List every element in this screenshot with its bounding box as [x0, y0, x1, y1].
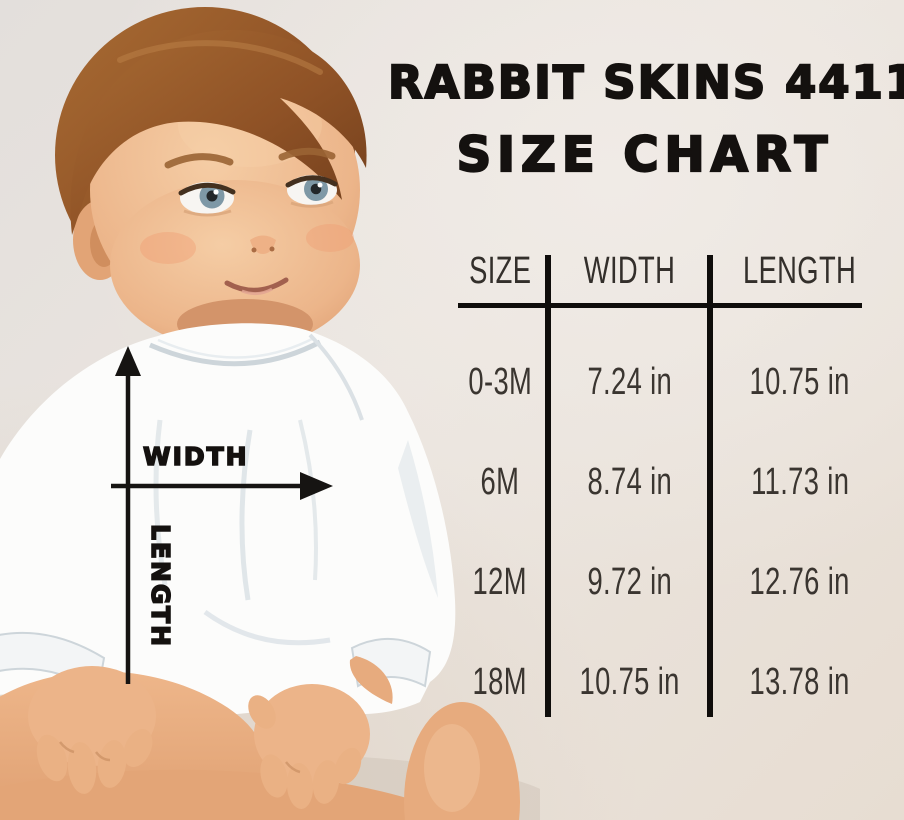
column-header-size: SIZE [468, 249, 532, 292]
table-row: 6M 8.74 in 11.73 in [450, 432, 890, 532]
title-line-2: SIZE CHART [455, 127, 834, 183]
width-cell: 9.72 in [587, 560, 673, 603]
table-divider-vertical-2 [707, 255, 713, 717]
length-cell: 11.73 in [750, 460, 850, 503]
up-arrowhead-icon [115, 346, 141, 376]
right-arrowhead-icon [300, 472, 333, 500]
width-cell: 8.74 in [587, 460, 673, 503]
length-cell: 12.76 in [749, 560, 851, 603]
length-cell: 10.75 in [749, 360, 851, 403]
width-arrow-label: WIDTH [142, 442, 249, 471]
width-cell: 10.75 in [579, 660, 681, 703]
ground-shadow [0, 754, 540, 820]
size-cell: 12M [472, 560, 528, 603]
column-header-length: LENGTH [743, 249, 857, 292]
table-header-row: SIZE WIDTH LENGTH [450, 240, 890, 302]
table-row: 18M 10.75 in 13.78 in [450, 632, 890, 732]
size-table: SIZE WIDTH LENGTH 0-3M 7.24 in 10.75 in … [450, 240, 890, 720]
column-header-width: WIDTH [584, 249, 676, 292]
length-arrow-label: LENGTH [145, 523, 176, 649]
baby-head [55, 7, 367, 350]
size-cell: 6M [480, 460, 520, 503]
baby-onesie [0, 323, 456, 717]
width-cell: 7.24 in [587, 360, 673, 403]
baby-eyes [178, 175, 338, 217]
title-line-1: RABBIT SKINS 4411 [387, 56, 904, 109]
table-row: 12M 9.72 in 12.76 in [450, 532, 890, 632]
page-title: RABBIT SKINS 4411 SIZE CHART [387, 56, 904, 183]
size-cell: 18M [472, 660, 528, 703]
table-body: 0-3M 7.24 in 10.75 in 6M 8.74 in 11.73 i… [450, 332, 890, 732]
size-cell: 0-3M [468, 360, 532, 403]
length-cell: 13.78 in [749, 660, 851, 703]
table-divider-horizontal [458, 303, 862, 308]
baby-legs-hands [0, 656, 520, 820]
table-row: 0-3M 7.24 in 10.75 in [450, 332, 890, 432]
table-divider-vertical-1 [545, 255, 551, 717]
